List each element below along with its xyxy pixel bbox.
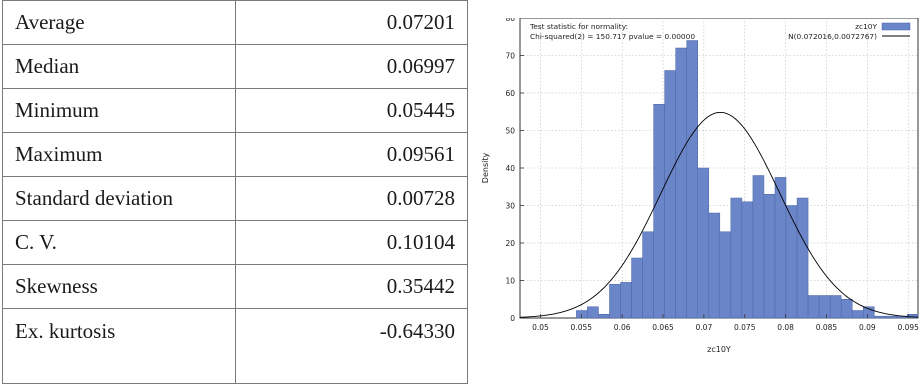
stats-row: Skewness 0.35442 (2, 264, 468, 309)
statistics-table-body: Average 0.07201 Median 0.06997 Minimum 0.0544… (2, 0, 468, 384)
histogram-bar (774, 177, 787, 319)
stats-row: Standard deviation 0.00728 (2, 176, 468, 221)
stat-value: 0.35442 (235, 264, 468, 309)
histogram-bar (785, 205, 798, 319)
stat-value: 0.10104 (235, 220, 468, 265)
x-tick-label: 0.07 (696, 323, 713, 332)
histogram-chart: 0 10 20 30 40 50 60 70 80 0.05 0.055 0.06 0.065 0.07 0… (481, 18, 919, 354)
histogram-bar (752, 175, 765, 319)
stats-row: C. V. 0.10104 (2, 220, 468, 265)
x-tick-label: 0.075 (734, 323, 756, 332)
y-tick-label: 20 (505, 239, 515, 248)
histogram-bar (675, 47, 687, 319)
histogram-bar (620, 282, 632, 319)
x-axis-title: zc10Y (707, 345, 731, 354)
x-tick-label: 0.09 (859, 323, 876, 332)
legend-swatch-histogram (881, 22, 911, 31)
stats-row: Minimum 0.05445 (2, 88, 468, 133)
histogram-bar (796, 197, 809, 319)
y-tick-label: 50 (505, 126, 515, 135)
y-tick-label: 40 (505, 164, 515, 173)
histogram-bar (741, 201, 754, 319)
histogram-bar (642, 231, 654, 319)
stat-label: Skewness (2, 264, 236, 309)
y-tick-label: 0 (510, 314, 515, 323)
histogram-bar (829, 295, 842, 319)
histogram-bar (862, 306, 875, 319)
stat-label: Minimum (2, 88, 236, 133)
histogram-bar (730, 197, 743, 319)
stat-label: Average (2, 0, 236, 45)
stat-value: 0.05445 (235, 88, 468, 133)
histogram-bar (576, 310, 588, 319)
histogram-bar (609, 284, 621, 319)
y-tick-label: 60 (505, 89, 515, 98)
y-tick-label: 30 (505, 201, 515, 210)
histogram-bar (697, 167, 710, 319)
histogram-bar (719, 231, 732, 319)
histogram-bar (686, 40, 699, 319)
x-tick-label: 0.065 (652, 323, 674, 332)
x-tick-label: 0.08 (777, 323, 794, 332)
x-tick-label: 0.06 (614, 323, 631, 332)
normal-density-curve (519, 111, 919, 318)
stat-value: 0.06997 (235, 44, 468, 89)
stat-label: C. V. (2, 220, 236, 265)
x-tick-label: 0.085 (816, 323, 838, 332)
histogram-bar (587, 306, 599, 319)
stat-value: 0.07201 (235, 0, 468, 45)
y-tick-label: 80 (505, 18, 515, 23)
x-tick-label: 0.055 (571, 323, 593, 332)
stats-row: Median 0.06997 (2, 44, 468, 89)
bars-layer (576, 40, 919, 319)
stat-label: Median (2, 44, 236, 89)
statistics-table: Average 0.07201 Median 0.06997 Minimum 0.0544… (2, 0, 468, 384)
y-axis-title: Density (481, 153, 490, 184)
legend: zc10Y N(0.072016,0.0072767) (788, 22, 911, 41)
stat-value: 0.00728 (235, 176, 468, 221)
stat-label: Ex. kurtosis (2, 308, 236, 384)
stats-row: Maximum 0.09561 (2, 132, 468, 177)
histogram-bar (598, 314, 610, 319)
histogram-bar (874, 315, 886, 319)
stats-row: Ex. kurtosis -0.64330 (2, 308, 468, 384)
histogram-bar (851, 310, 864, 319)
y-tick-label: 70 (505, 51, 515, 60)
axis-layer: 0 10 20 30 40 50 60 70 80 0.05 0.055 0.06 0.065 0.07 0… (505, 18, 919, 332)
histogram-bar (807, 295, 820, 319)
normality-test-result: Chi-squared(2) = 150.717 pvalue = 0.0000… (530, 32, 695, 41)
stat-label: Standard deviation (2, 176, 236, 221)
y-tick-label: 10 (505, 276, 515, 285)
histogram-bar (885, 315, 897, 319)
normality-test-title: Test statistic for normality: (529, 22, 628, 31)
legend-label-normal: N(0.072016,0.0072767) (788, 32, 877, 41)
x-tick-label: 0.05 (532, 323, 549, 332)
legend-label-histogram: zc10Y (855, 22, 877, 31)
histogram-bar (840, 299, 853, 319)
histogram-bar (631, 257, 643, 319)
stat-label: Maximum (2, 132, 236, 177)
histogram-bar (653, 104, 665, 319)
stats-row: Average 0.07201 (2, 0, 468, 45)
x-tick-label: 0.095 (897, 323, 919, 332)
histogram-bar (664, 70, 676, 319)
histogram-bar (708, 212, 721, 319)
stat-value: -0.64330 (235, 308, 468, 384)
stat-value: 0.09561 (235, 132, 468, 177)
histogram-bar (763, 194, 776, 319)
histogram-bar (818, 295, 831, 319)
